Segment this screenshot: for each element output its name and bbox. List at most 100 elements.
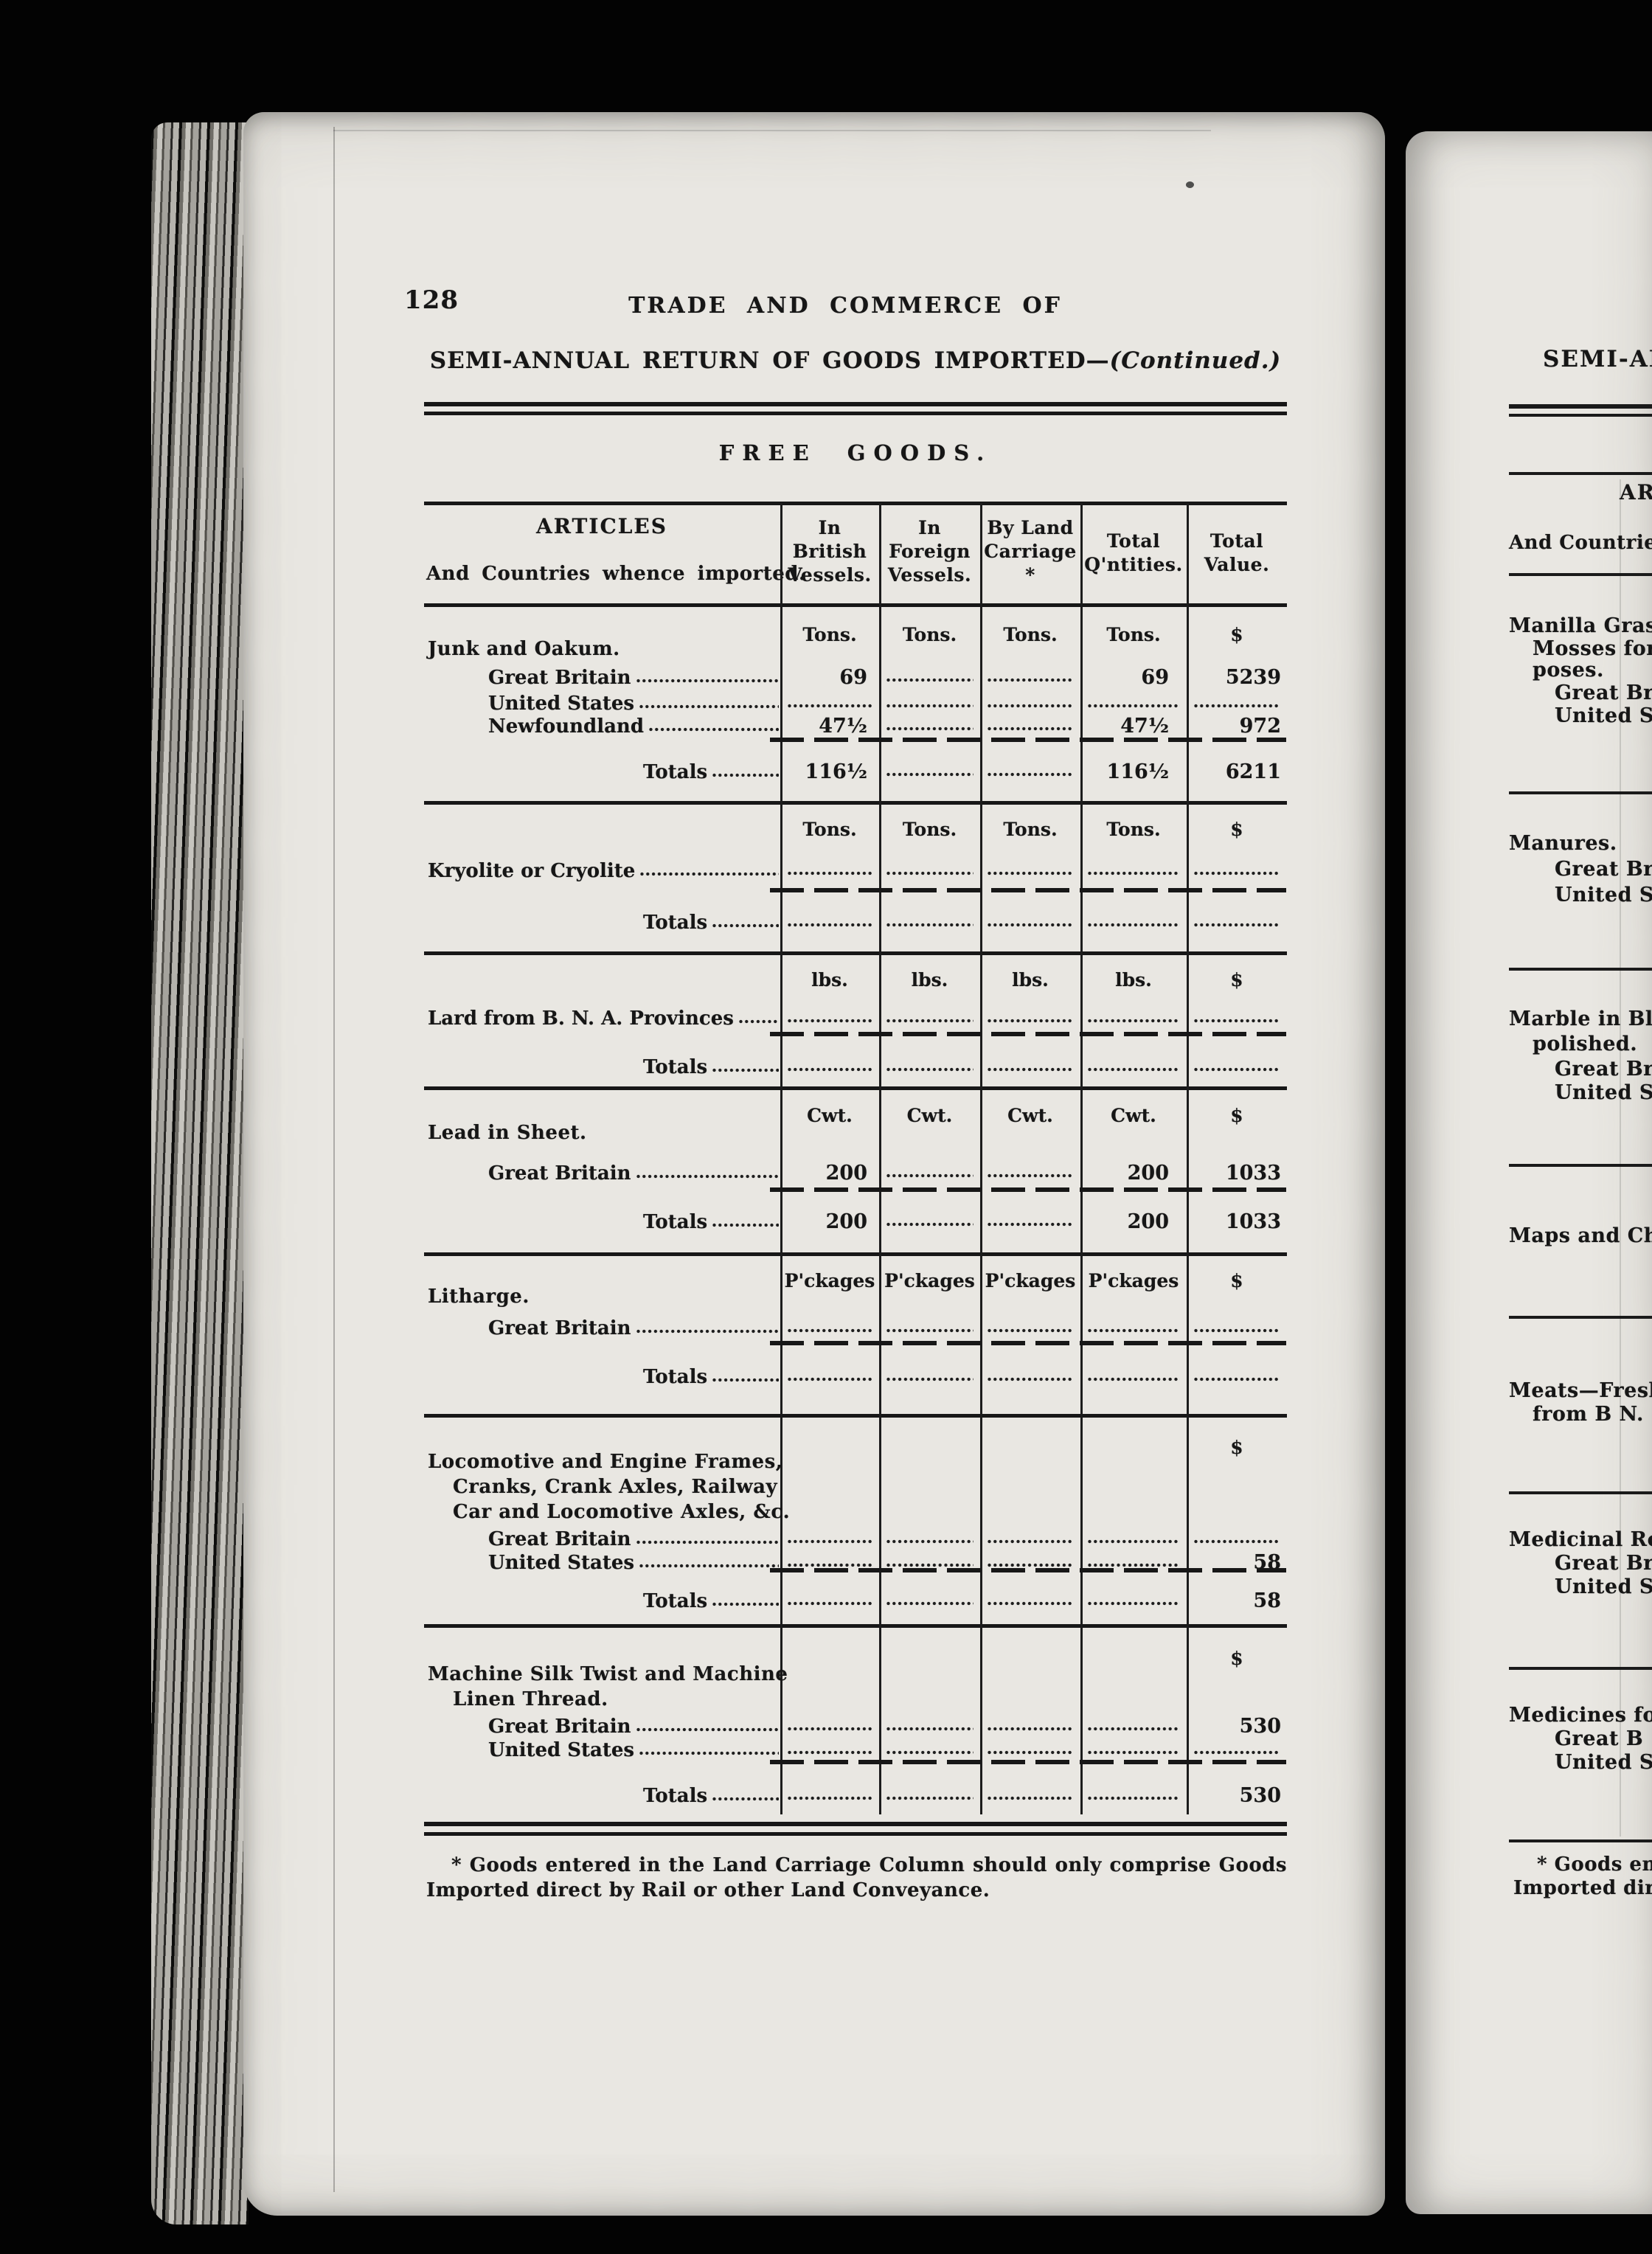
dot-leader: [987, 870, 1074, 877]
right-article-text: Mosses for: [1533, 637, 1652, 660]
page-stack-edge: [151, 122, 249, 2224]
right-article-text: United St: [1555, 704, 1652, 727]
dot-leader: [1087, 1600, 1180, 1607]
left-page: [243, 112, 1385, 2216]
dot-leader: [886, 1017, 974, 1024]
horizontal-rule: [424, 502, 1287, 505]
right-articles-header: AR: [1620, 480, 1652, 504]
dot-leader: [987, 1725, 1074, 1733]
dot-leader: [1087, 1327, 1180, 1334]
unit-cell: $: [1230, 1437, 1243, 1458]
qty-cell: 47½: [780, 712, 879, 736]
value-cell: 1033: [1187, 1208, 1287, 1232]
totals-divider: [770, 888, 1286, 892]
value-cell: 6211: [1187, 758, 1287, 782]
dotted-cell: [980, 909, 1080, 932]
right-horizontal-rule: [1509, 1491, 1652, 1494]
column-divider: [780, 503, 782, 1814]
right-article-text: Great Bri: [1555, 858, 1652, 881]
column-header-line: *: [1025, 564, 1035, 586]
cell-value: 47½: [819, 715, 867, 738]
totals-divider: [770, 1187, 1286, 1192]
dot-leader: [639, 1750, 779, 1757]
page-edge-hairline-vertical: [333, 127, 335, 2192]
article-country-label: Great Britain: [488, 1317, 631, 1339]
dot-leader: [635, 677, 779, 684]
dot-leader: [886, 1327, 974, 1334]
article-country-row: Lard from B. N. A. Provinces: [428, 1003, 780, 1028]
dotted-cell: [980, 690, 1080, 713]
totals-row: Totals: [643, 1586, 780, 1611]
column-header-line: Q'ntities.: [1084, 554, 1183, 575]
dotted-cell: [980, 857, 1080, 881]
right-column-divider: [1620, 479, 1621, 1837]
qty-cell: 116½: [780, 758, 879, 782]
dotted-cell: [1187, 1525, 1287, 1549]
unit-cell: lbs.: [1115, 969, 1152, 991]
cell-value: 6211: [1225, 760, 1281, 783]
article-heading: Lead in Sheet.: [428, 1122, 587, 1144]
dotted-cell: [780, 1713, 879, 1736]
column-header-line: Foreign: [889, 541, 971, 562]
column-header-line: Total: [1210, 530, 1264, 552]
article-country-label: Great Britain: [488, 1528, 631, 1550]
dot-leader: [635, 1328, 779, 1335]
dotted-cell: [980, 712, 1080, 736]
right-horizontal-rule: [1509, 414, 1652, 417]
dotted-cell: [879, 1005, 980, 1028]
right-horizontal-rule: [1509, 1839, 1652, 1842]
dot-leader: [1193, 1538, 1280, 1545]
dot-leader: [886, 771, 974, 778]
horizontal-rule: [424, 801, 1287, 805]
column-divider: [879, 503, 881, 1814]
unit-cell: $: [1230, 1648, 1243, 1669]
dot-leader: [635, 1539, 779, 1546]
totals-divider: [770, 1341, 1286, 1345]
cell-value: 530: [1239, 1784, 1281, 1807]
horizontal-rule: [424, 1252, 1287, 1256]
dot-leader: [987, 725, 1074, 732]
dot-leader: [1087, 1749, 1180, 1756]
dot-leader: [639, 870, 779, 878]
unit-cell: P'ckages: [884, 1270, 975, 1291]
dot-leader: [787, 1327, 872, 1334]
dot-leader: [1193, 1017, 1280, 1024]
article-heading: Car and Locomotive Axles, &c.: [453, 1501, 791, 1523]
qty-cell: 69: [780, 664, 879, 687]
dot-leader: [787, 1725, 872, 1733]
right-horizontal-rule: [1509, 1667, 1652, 1670]
unit-cell: $: [1230, 624, 1243, 645]
dot-leader: [738, 1018, 779, 1025]
dot-leader: [635, 1173, 779, 1180]
right-article-text: United St: [1555, 884, 1652, 906]
column-header-line: Total: [1106, 530, 1161, 552]
cell-value: 200: [1127, 1210, 1169, 1233]
dot-leader: [1193, 1066, 1280, 1073]
horizontal-rule: [424, 1832, 1287, 1836]
right-article-text: Manilla Gras: [1509, 614, 1652, 637]
dot-leader: [1193, 1749, 1280, 1756]
article-heading: Cranks, Crank Axles, Railway: [453, 1476, 778, 1498]
right-page-title: SEMI-AN: [1543, 346, 1652, 372]
dotted-cell: [879, 1314, 980, 1338]
dot-leader: [1087, 1538, 1180, 1545]
right-horizontal-rule: [1509, 968, 1652, 971]
dotted-cell: [980, 1549, 1080, 1572]
dotted-cell: [1080, 1713, 1187, 1736]
dot-leader: [787, 1749, 872, 1756]
article-country-label: Great Britain: [488, 1716, 631, 1738]
dot-leader: [987, 921, 1074, 929]
dot-leader: [1087, 702, 1180, 710]
totals-row: Totals: [643, 1052, 780, 1077]
article-country-row: United States: [488, 688, 780, 713]
dot-leader: [712, 922, 779, 929]
column-header-line: Carriage: [984, 541, 1077, 562]
horizontal-rule: [424, 412, 1287, 415]
unit-cell: Cwt.: [906, 1105, 953, 1126]
right-horizontal-rule: [1509, 791, 1652, 794]
articles-subheader: And Countries whence imported.: [426, 563, 806, 585]
qty-cell: 200: [780, 1208, 879, 1232]
dotted-cell: [780, 690, 879, 713]
dot-leader: [886, 1376, 974, 1383]
dot-leader: [1087, 1376, 1180, 1383]
